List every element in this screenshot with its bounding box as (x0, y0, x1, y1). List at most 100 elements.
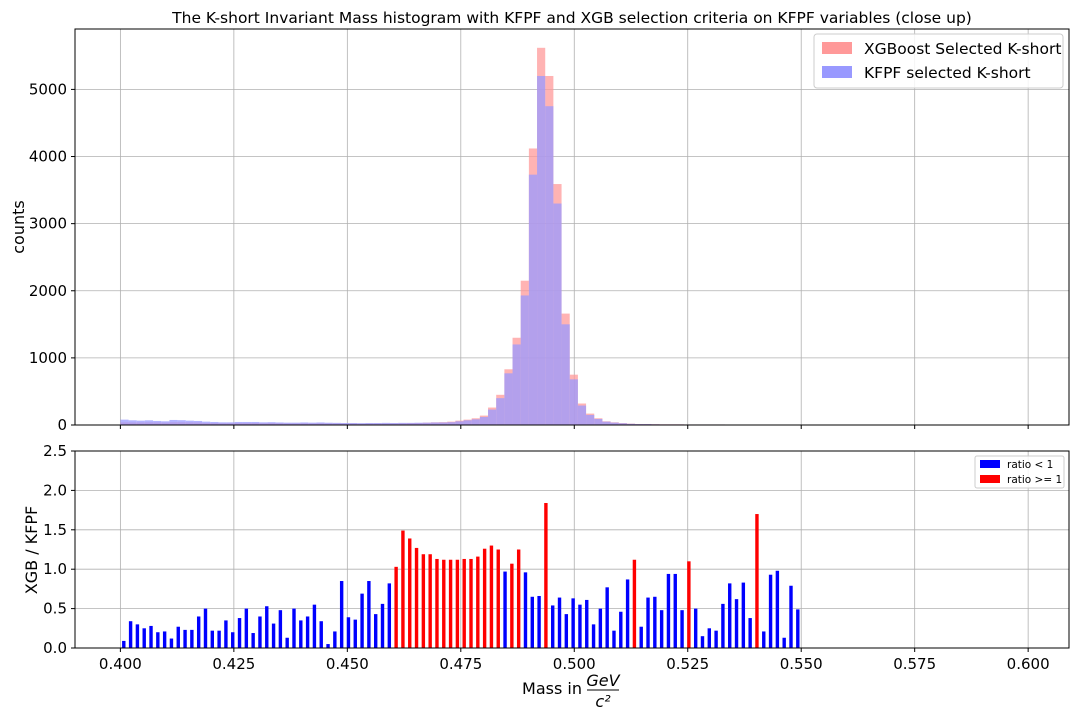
histogram-bar-kfpf (202, 421, 211, 425)
ratio-bar-below (176, 626, 180, 648)
histogram-bar-kfpf (283, 422, 292, 425)
ratio-bar-below (768, 574, 773, 648)
histogram-bar-kfpf (349, 422, 358, 425)
histogram-bar-kfpf (537, 75, 546, 426)
legend-swatch-ratio-below (980, 460, 1000, 468)
ratio-bar-below (203, 608, 208, 648)
ratio-bar-below (373, 614, 378, 648)
ratio-bar-below (285, 637, 289, 648)
y-tick-label: 0 (57, 416, 67, 434)
ratio-bar-below (278, 610, 283, 648)
ratio-bar-below (251, 633, 255, 648)
legend-label-ratio-above: ratio >= 1 (1007, 474, 1062, 486)
ratio-panel: 0.400 0.425 0.450 0.475 0.500 0.525 0.550 0.575… (22, 442, 1070, 711)
ratio-bar-above (489, 545, 494, 648)
x-axis-label-denominator: c² (595, 692, 611, 711)
legend-swatch-xgboost (822, 42, 852, 54)
ratio-bar-below (353, 619, 357, 648)
histogram-x-ticks (119, 425, 1029, 429)
histogram-bar-kfpf (577, 405, 587, 425)
ratio-bar-above (448, 559, 453, 648)
histogram-legend: XGBoost Selected K-short KFPF selected K… (813, 33, 1064, 89)
ratio-bar-below (523, 572, 528, 648)
y-tick-label: 2000 (29, 282, 67, 300)
ratio-bar-below (156, 632, 160, 648)
ratio-bar-above (401, 530, 405, 648)
ratio-bar-below (210, 630, 215, 648)
ratio-bar-above (482, 548, 487, 648)
histogram-bar-kfpf (439, 422, 448, 425)
ratio-bar-below (734, 599, 739, 648)
histogram-bar-kfpf (561, 324, 570, 425)
ratio-bar-below (591, 624, 596, 648)
ratio-bar-below (612, 630, 616, 648)
ratio-bar-below (625, 579, 630, 648)
x-axis-label: Mass in GeV c² (522, 671, 621, 711)
ratio-bar-below (571, 598, 575, 648)
ratio-bar-below (557, 597, 562, 648)
ratio-bar-below (598, 608, 603, 648)
ratio-bar-below (217, 630, 221, 648)
y-tick-label: 2.0 (43, 481, 67, 499)
histogram-bar-kfpf (218, 422, 227, 425)
ratio-bar-below (700, 636, 705, 648)
ratio-bar-below (673, 573, 677, 648)
histogram-bar-kfpf (226, 422, 235, 425)
ratio-bar-below (762, 631, 766, 648)
ratio-frame (74, 450, 1070, 649)
histogram-bar-kfpf (406, 422, 415, 425)
y-tick-label: 1.0 (43, 560, 67, 578)
ratio-bar-above (394, 566, 398, 648)
histogram-bar-kfpf (447, 422, 456, 425)
ratio-bar-below (551, 605, 555, 648)
histogram-bar-kfpf (545, 106, 554, 426)
legend-label-xgboost: XGBoost Selected K-short (864, 40, 1061, 58)
histogram-bar-kfpf (242, 421, 252, 425)
ratio-bar-above (428, 554, 432, 648)
histogram-bar-kfpf (463, 420, 472, 425)
histogram-bar-kfpf (300, 422, 309, 425)
xgboost-series (120, 47, 1028, 426)
histogram-bar-kfpf (586, 414, 595, 425)
legend-swatch-ratio-above (980, 475, 1000, 483)
y-tick-label: 2.5 (43, 442, 67, 460)
histogram-bar-kfpf (512, 344, 521, 425)
ratio-bar-below (585, 599, 589, 648)
ratio-bar-below (605, 587, 609, 648)
ratio-bar-below (142, 628, 146, 648)
histogram-bar-kfpf (291, 422, 301, 425)
histogram-bar-kfpf (210, 421, 219, 425)
histogram-legend-box (813, 33, 1064, 89)
ratio-bar-below (299, 620, 303, 648)
histogram-bar-kfpf (398, 422, 407, 425)
histogram-y-ticks: 0 1000 2000 3000 4000 5000 (29, 80, 75, 434)
ratio-bar-below (339, 581, 344, 648)
histogram-bar-kfpf (389, 422, 399, 425)
histogram-bar-kfpf (120, 419, 129, 425)
ratio-bar-above (496, 549, 500, 648)
ratio-bar-below (728, 583, 732, 648)
ratio-bar-below (271, 623, 276, 648)
ratio-y-ticks: 0.0 0.5 1.0 1.5 2.0 2.5 (43, 442, 75, 657)
ratio-bar-below (305, 616, 310, 648)
histogram-bar-kfpf (153, 420, 162, 425)
ratio-y-label: XGB / KFPF (22, 506, 41, 594)
ratio-bar-below (530, 596, 534, 648)
histogram-bar-kfpf (471, 419, 480, 425)
x-tick-label: 0.550 (780, 655, 823, 673)
histogram-bar-kfpf (316, 422, 325, 425)
ratio-bar-above (687, 561, 691, 648)
histogram-bar-kfpf (161, 421, 170, 425)
ratio-bar-below (183, 629, 187, 648)
ratio-bar-below (503, 571, 507, 648)
histogram-bar-kfpf (234, 421, 243, 425)
ratio-bar-above (632, 559, 637, 648)
ratio-bar-below (578, 604, 582, 648)
ratio-bar-above (510, 563, 514, 648)
ratio-bar-above (408, 538, 412, 648)
x-tick-label: 0.575 (893, 655, 936, 673)
histogram-bar-kfpf (308, 422, 317, 425)
ratio-bar-below (564, 614, 569, 648)
histogram-bar-kfpf (455, 421, 464, 425)
